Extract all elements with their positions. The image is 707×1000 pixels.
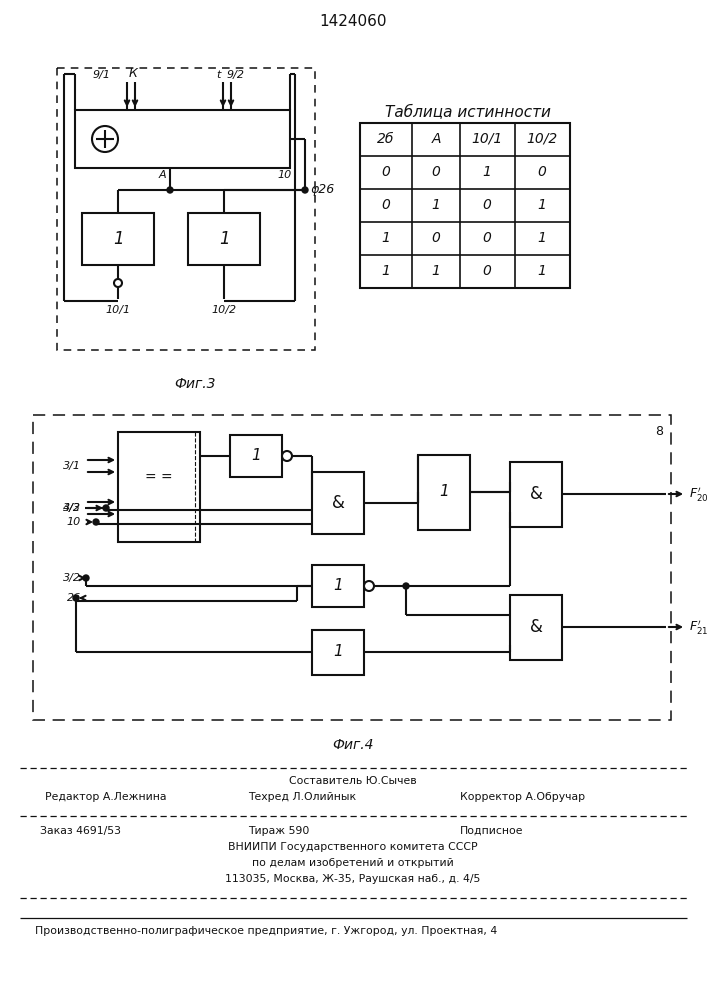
Circle shape (282, 451, 292, 461)
Text: A: A (158, 170, 166, 180)
Text: 10: 10 (277, 170, 291, 180)
Text: Составитель Ю.Сычев: Составитель Ю.Сычев (289, 776, 417, 786)
Text: 1: 1 (483, 165, 491, 179)
Circle shape (403, 583, 409, 589)
Bar (312, 630, 364, 675)
Text: 4/2: 4/2 (63, 503, 81, 513)
Text: Фиг.4: Фиг.4 (332, 738, 374, 752)
Text: 3/3: 3/3 (63, 503, 81, 513)
Text: $F_{21}'$: $F_{21}'$ (689, 618, 707, 636)
Text: 1: 1 (431, 198, 440, 212)
Circle shape (93, 519, 99, 525)
Circle shape (114, 279, 122, 287)
Text: 2б: 2б (67, 593, 81, 603)
Text: 1: 1 (439, 485, 449, 499)
Text: Подписное: Подписное (460, 826, 523, 836)
Text: A: A (431, 132, 440, 146)
Bar (57, 68, 315, 350)
Text: 8: 8 (655, 425, 663, 438)
Text: Корректор А.Обручар: Корректор А.Обручар (460, 792, 585, 802)
Circle shape (302, 187, 308, 193)
Text: 0: 0 (431, 231, 440, 245)
Circle shape (167, 187, 173, 193)
Circle shape (92, 126, 118, 152)
Text: 1424060: 1424060 (320, 14, 387, 29)
Bar (312, 565, 364, 607)
Text: 1: 1 (218, 230, 229, 248)
Text: 1: 1 (333, 578, 343, 593)
Text: 0: 0 (483, 198, 491, 212)
Text: 10/1: 10/1 (105, 305, 131, 315)
Text: 1: 1 (431, 264, 440, 278)
Circle shape (103, 505, 109, 511)
Text: 0: 0 (537, 165, 547, 179)
Text: 1: 1 (537, 231, 547, 245)
Text: Производственно-полиграфическое предприятие, г. Ужгород, ул. Проектная, 4: Производственно-полиграфическое предприя… (35, 926, 497, 936)
Bar (118, 432, 200, 542)
Text: Заказ 4691/53: Заказ 4691/53 (40, 826, 121, 836)
Text: 1: 1 (537, 264, 547, 278)
Text: Таблица истинности: Таблица истинности (385, 105, 551, 120)
Text: 0: 0 (382, 165, 390, 179)
Bar (360, 123, 570, 288)
Text: &: & (530, 485, 542, 503)
Text: 1: 1 (382, 264, 390, 278)
Text: 10/1: 10/1 (472, 132, 503, 146)
Text: 3/1: 3/1 (63, 461, 81, 471)
Text: 9/2: 9/2 (227, 70, 245, 80)
Text: 1: 1 (537, 198, 547, 212)
Text: 3/2: 3/2 (63, 573, 81, 583)
Text: 1: 1 (333, 645, 343, 660)
Text: 0: 0 (382, 198, 390, 212)
Text: Тираж 590: Тираж 590 (248, 826, 310, 836)
Circle shape (73, 595, 79, 601)
Text: ВНИИПИ Государственного комитета СССР: ВНИИПИ Государственного комитета СССР (228, 842, 478, 852)
Text: Редактор А.Лежнина: Редактор А.Лежнина (45, 792, 167, 802)
Bar (188, 213, 260, 265)
Bar (510, 462, 562, 527)
Circle shape (83, 575, 89, 581)
Bar (33, 415, 671, 720)
Text: φ26: φ26 (310, 184, 334, 196)
Text: 10/2: 10/2 (211, 305, 237, 315)
Bar (230, 435, 282, 477)
Text: $F_{20}'$: $F_{20}'$ (689, 485, 707, 503)
Text: 9/1: 9/1 (93, 70, 111, 80)
Text: К: К (129, 67, 138, 80)
Bar (75, 110, 290, 168)
Text: t: t (216, 70, 221, 80)
Text: = =: = = (145, 470, 173, 484)
Text: 10: 10 (66, 517, 81, 527)
Bar (510, 595, 562, 660)
Text: &: & (530, 618, 542, 636)
Text: 10/2: 10/2 (527, 132, 558, 146)
Circle shape (364, 581, 374, 591)
Text: 113035, Москва, Ж-35, Раушская наб., д. 4/5: 113035, Москва, Ж-35, Раушская наб., д. … (226, 874, 481, 884)
Text: Техред Л.Олийнык: Техред Л.Олийнык (248, 792, 356, 802)
Bar (418, 455, 470, 530)
Text: 0: 0 (483, 264, 491, 278)
Text: 1: 1 (251, 448, 261, 464)
Text: 2б: 2б (378, 132, 395, 146)
Text: по делам изобретений и открытий: по делам изобретений и открытий (252, 858, 454, 868)
Text: 1: 1 (112, 230, 123, 248)
Text: 0: 0 (483, 231, 491, 245)
Text: &: & (332, 494, 344, 512)
Text: 1: 1 (382, 231, 390, 245)
Bar (82, 213, 154, 265)
Bar (312, 472, 364, 534)
Text: Фиг.3: Фиг.3 (174, 377, 216, 391)
Text: 0: 0 (431, 165, 440, 179)
